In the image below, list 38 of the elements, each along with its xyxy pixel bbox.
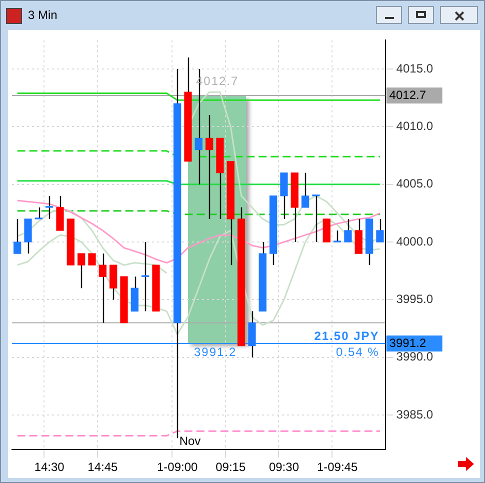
candlestick xyxy=(109,264,118,300)
candlestick xyxy=(88,252,96,266)
annotation: 0.54 % xyxy=(336,344,380,358)
candlestick xyxy=(56,195,64,232)
y-tick-label: 3985.0 xyxy=(396,407,434,422)
x-tick-label: 14:45 xyxy=(88,460,118,474)
x-tick-label: 1-09:00 xyxy=(156,460,198,474)
y-tick-label: 3995.0 xyxy=(396,292,434,306)
candlestick xyxy=(333,230,342,243)
annotation: Nov xyxy=(179,434,201,448)
candlestick xyxy=(248,310,256,358)
candlestick xyxy=(205,114,214,220)
y-tick-label: 4015.0 xyxy=(396,61,434,76)
candlestick xyxy=(322,218,330,243)
x-tick-label: 1-09:45 xyxy=(316,460,358,474)
y-tick-label: 4000.0 xyxy=(396,234,434,248)
candlestick xyxy=(77,252,86,289)
candlestick xyxy=(301,172,310,208)
x-tick-label: 09:15 xyxy=(216,460,246,474)
ref-line-label: 4012.7 xyxy=(389,88,426,102)
candlestick xyxy=(14,218,22,254)
chart-title: 3 Min xyxy=(28,8,58,22)
candlestick xyxy=(24,218,32,254)
y-tick-label: 4005.0 xyxy=(396,176,434,191)
y-tick-label: 3990.0 xyxy=(396,350,434,364)
candlestick xyxy=(354,218,362,254)
annotation: 21.50 JPY xyxy=(314,328,380,342)
candlestick xyxy=(98,252,106,324)
candlestick xyxy=(312,194,320,243)
candlestick xyxy=(344,218,352,243)
candlestick xyxy=(130,276,138,312)
y-tick-label: 4010.0 xyxy=(396,119,434,134)
ref-line-label: 3991.2 xyxy=(194,344,237,358)
text: 3991.2 xyxy=(389,336,426,350)
candlestick xyxy=(34,206,42,220)
x-tick-label: 09:30 xyxy=(268,460,300,474)
candlestick xyxy=(280,172,288,220)
x-tick-label: 14:30 xyxy=(34,460,65,474)
